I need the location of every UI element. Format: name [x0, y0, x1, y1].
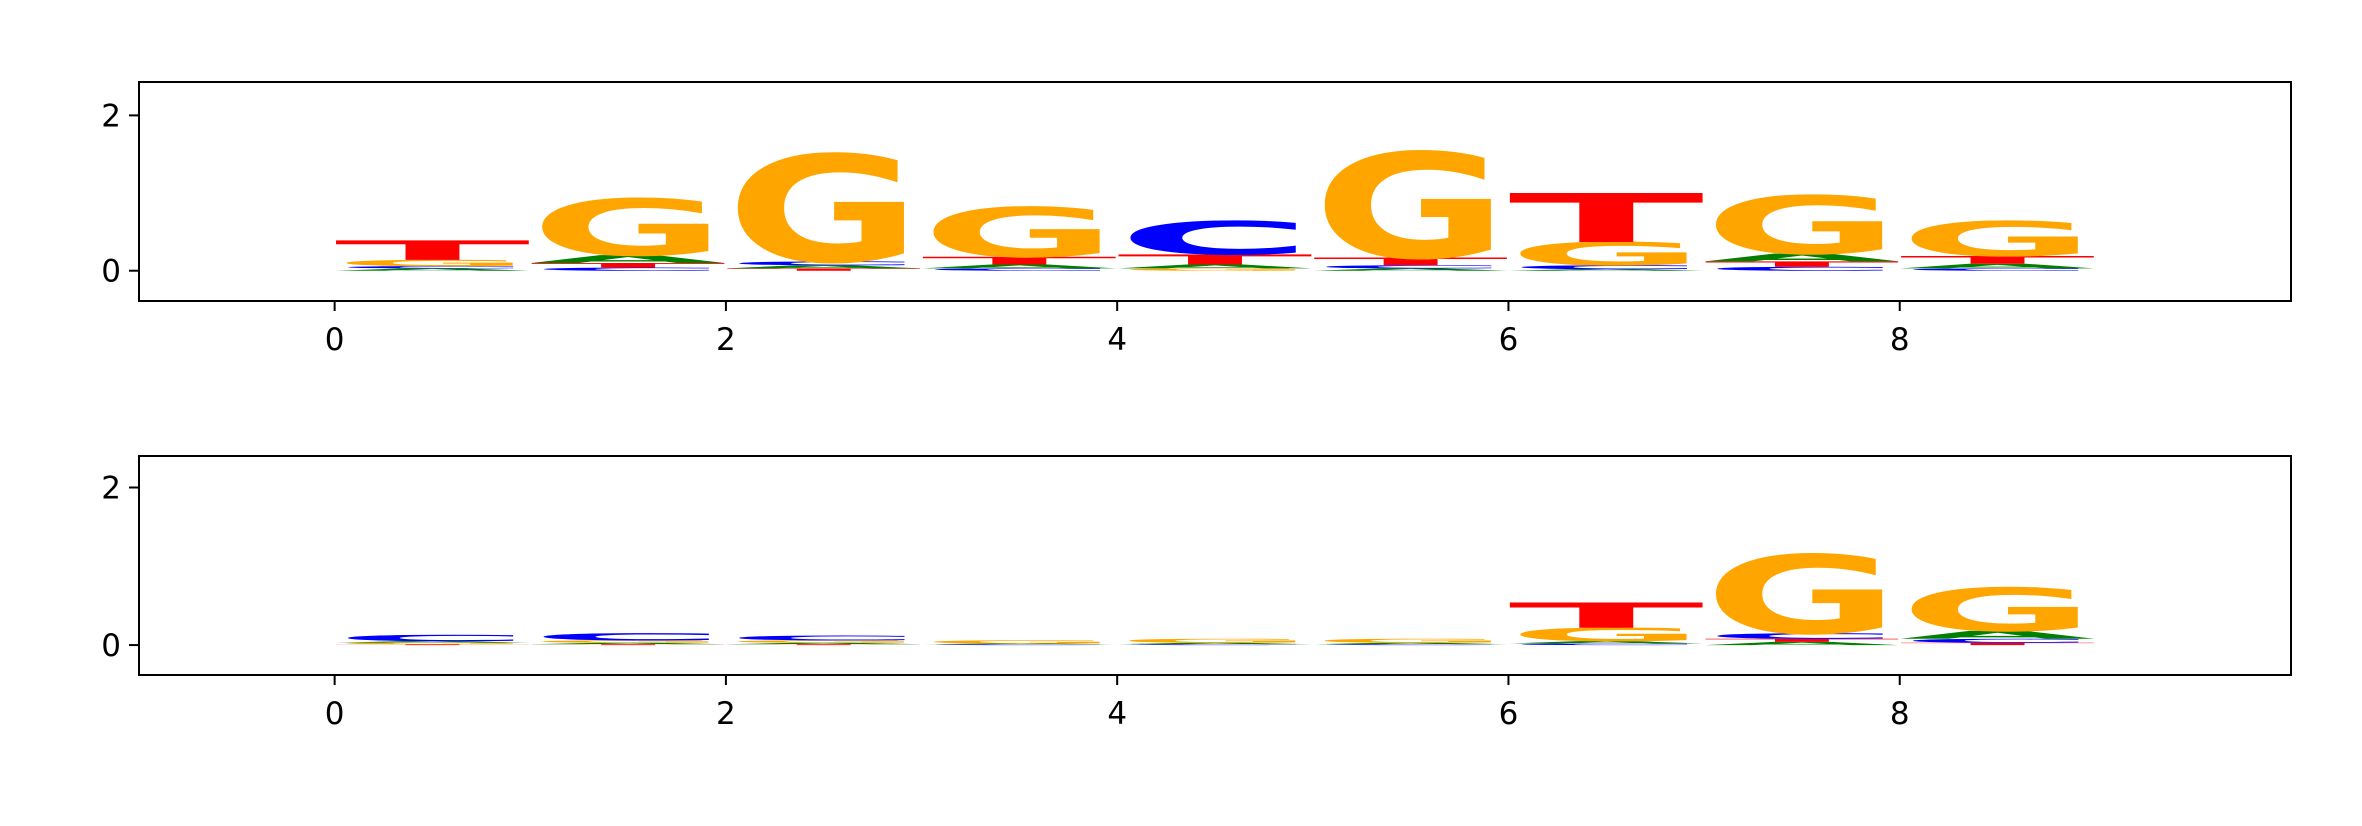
- logo-letter: A: [335, 641, 532, 644]
- logo-letter: C: [1704, 632, 1900, 641]
- logo-letter: C: [1313, 264, 1509, 269]
- y-tick-label: 2: [101, 471, 121, 507]
- logo-letter: T: [335, 235, 531, 266]
- logo-letter: A: [1313, 642, 1510, 645]
- logo-letter: C: [335, 265, 531, 269]
- logo-letter: G: [1900, 577, 2096, 646]
- logo-letter: A: [1900, 629, 2096, 642]
- logo-letter: C: [1900, 268, 2096, 272]
- y-tick-label: 0: [101, 628, 121, 664]
- logo-letter: G: [1508, 236, 1704, 273]
- logo-letter: T: [1313, 255, 1511, 267]
- logo-letter: G: [1704, 533, 1900, 660]
- logo-letter: A: [922, 263, 1118, 269]
- logo-letter: G: [1704, 180, 1900, 273]
- logo-letter: T: [726, 268, 922, 272]
- logo-letter: T: [922, 255, 1120, 267]
- logo-letter: G: [1900, 212, 2096, 268]
- x-tick-label: 4: [1107, 322, 1127, 358]
- logo-letter: C: [726, 260, 922, 266]
- x-tick-label: 2: [716, 696, 736, 732]
- logo-letter: A: [1117, 642, 1314, 645]
- x-tick-label: 6: [1499, 696, 1519, 732]
- logo-letter: T: [1900, 642, 2096, 646]
- logo-letter: G: [335, 642, 531, 645]
- logo-letter: T: [530, 262, 726, 269]
- logo-letter: G: [530, 184, 726, 274]
- logo-letter: A: [1117, 263, 1313, 269]
- logo-letter: T: [335, 644, 531, 645]
- logo-letter: C: [1508, 264, 1704, 270]
- logo-letter: A: [530, 253, 726, 265]
- logo-letter: G: [922, 195, 1118, 274]
- axes-frame: [138, 81, 2292, 302]
- logo-letter: T: [1704, 638, 1900, 643]
- x-tick-label: 8: [1890, 696, 1910, 732]
- logo-letter: T: [1900, 254, 2098, 266]
- logo-letter: G: [1313, 638, 1509, 644]
- logo-letter: T: [1508, 181, 1704, 259]
- logo-letter: A: [1704, 252, 1900, 264]
- x-tick-label: 4: [1107, 696, 1127, 732]
- logo-letter: C: [1313, 644, 1509, 645]
- y-tick-label: 0: [101, 254, 121, 290]
- x-tick-label: 2: [716, 322, 736, 358]
- logo-letter: C: [1900, 638, 2096, 644]
- logo-letter: G: [922, 639, 1118, 644]
- x-tick-label: 8: [1890, 322, 1910, 358]
- logo-letter: A: [726, 264, 922, 269]
- logo-letter: A: [922, 643, 1119, 644]
- logo-letter: T: [726, 644, 922, 645]
- logo-letter: G: [726, 125, 922, 297]
- logo-letter: G: [1117, 638, 1313, 644]
- logo-letter: C: [530, 631, 726, 642]
- logo-letter: G: [726, 640, 922, 644]
- logo-letter: A: [335, 268, 532, 272]
- logo-letter: A: [726, 642, 923, 645]
- logo-letter: G: [1508, 624, 1704, 645]
- y-tick-label: 2: [101, 98, 121, 134]
- logo-letter: A: [1704, 641, 1900, 646]
- logo-letter: C: [1508, 643, 1704, 646]
- logo-letter: A: [1508, 269, 1705, 272]
- logo-letter: G: [1117, 268, 1313, 272]
- logo-letter: A: [1313, 268, 1510, 272]
- x-tick-label: 0: [325, 696, 345, 732]
- logo-letter: G: [530, 640, 726, 644]
- x-tick-label: 0: [325, 322, 345, 358]
- logo-letter: A: [1900, 262, 2096, 269]
- axes-frame: [138, 455, 2292, 676]
- logo-letter: T: [1508, 596, 1704, 636]
- logo-letter: A: [530, 642, 727, 645]
- logo-letter: C: [922, 268, 1118, 272]
- logo-letter: C: [1117, 213, 1313, 266]
- logo-letter: T: [1704, 260, 1900, 269]
- logo-letter: T: [530, 644, 726, 645]
- logo-letter: C: [335, 633, 531, 643]
- logo-letter: T: [1117, 252, 1314, 268]
- logo-letter: A: [1508, 640, 1705, 644]
- logo-letter: C: [922, 644, 1118, 645]
- logo-letter: C: [1117, 644, 1313, 645]
- logo-letter: C: [1704, 266, 1900, 272]
- logo-letter: G: [335, 258, 531, 268]
- logo-letter: C: [726, 634, 922, 642]
- logo-letter: G: [1313, 124, 1509, 293]
- x-tick-label: 6: [1499, 322, 1519, 358]
- logo-letter: C: [530, 267, 726, 272]
